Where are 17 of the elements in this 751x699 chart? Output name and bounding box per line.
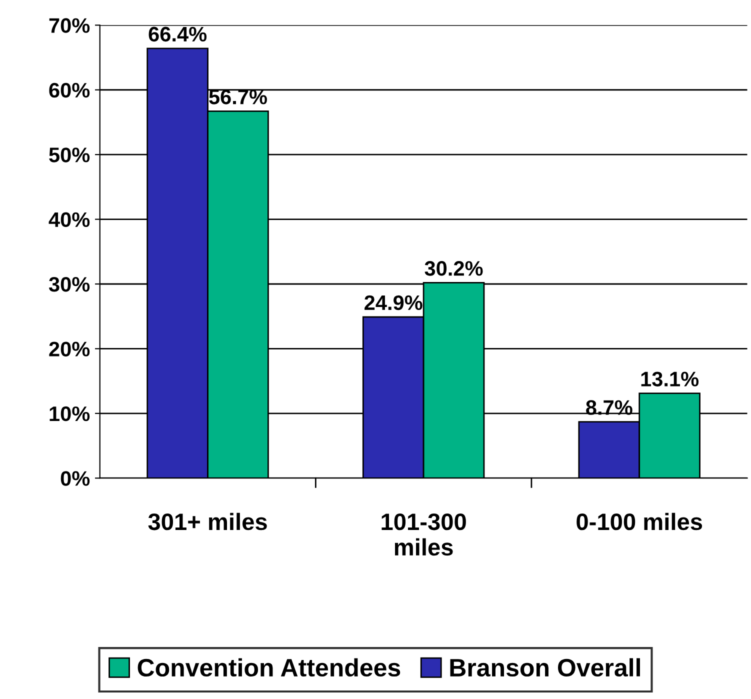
y-tick-label: 60% [49,82,90,98]
data-label: 24.9% [364,295,422,310]
data-label: 30.2% [424,261,483,276]
y-tick-label: 20% [49,342,90,356]
legend-label: Branson Overall [450,658,640,677]
y-tick-label: 50% [49,148,90,162]
y-tick-label: 40% [48,212,90,228]
data-label: 13.1% [641,372,699,386]
x-tick-label: 0-100 miles [576,512,702,530]
data-label: 66.4% [148,26,207,42]
x-tick-label: 301+ miles [148,512,267,530]
y-tick-label: 10% [50,406,90,422]
x-tick-label: 101-300 miles [382,513,466,556]
y-tick-label: 70% [49,18,90,33]
legend-label: Convention Attendees [138,658,400,677]
y-tick-label: 0% [60,471,90,486]
y-tick-label: 30% [48,276,90,292]
